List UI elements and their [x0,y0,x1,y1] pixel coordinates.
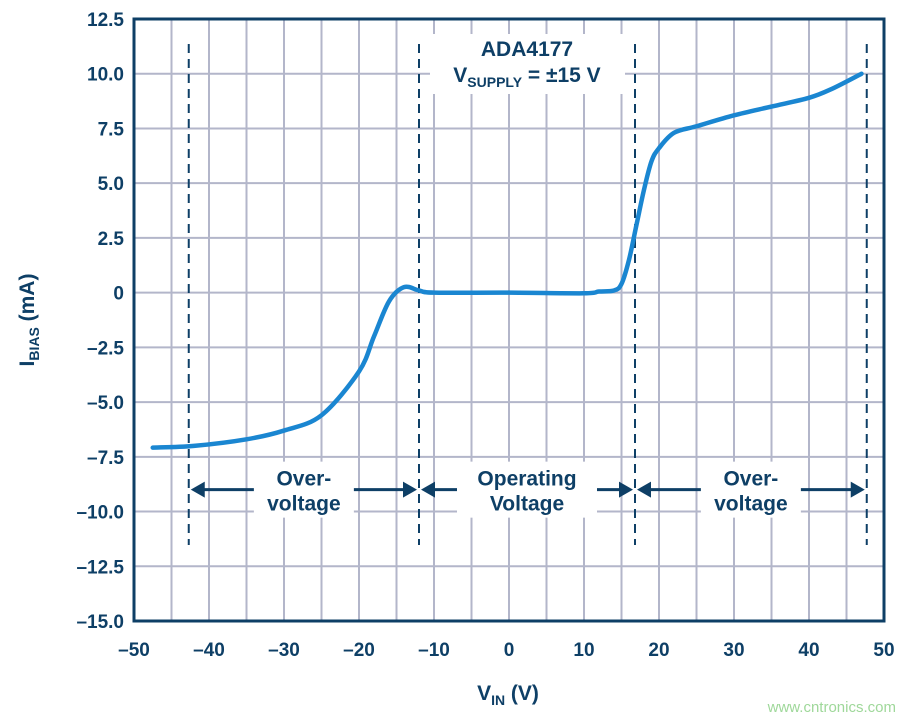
region-label: Over- [276,468,331,491]
region-label-bg [253,461,354,518]
x-tick-label: 20 [648,640,669,661]
x-tick-label: 50 [873,640,894,661]
y-tick-label: –2.5 [87,338,124,359]
arrowhead [637,481,651,498]
arrowhead [190,481,205,498]
grid [134,19,884,621]
tick-labels: –50 –40 –30 –20 –10 0 10 20 30 40 50 12.5 10.0 7.5 5.0… [76,10,894,661]
x-tick-label: 30 [723,640,744,661]
x-tick-label: 10 [573,640,594,661]
x-tick-label: –10 [418,640,450,661]
arrowhead [421,481,435,498]
plot-frame [132,17,886,623]
y-tick-label: 2.5 [98,229,125,250]
chart-subtitle: VSUPPLY = ±15 V [453,64,600,90]
region-label: Operating [477,468,576,491]
y-tick-label: 7.5 [98,119,125,140]
x-tick-label: –50 [118,640,150,661]
x-axis-label: VIN (V) [477,682,539,708]
arrowhead [850,481,865,498]
y-tick-label: 10.0 [87,65,124,86]
x-tick-label: 40 [798,640,819,661]
y-tick-label: –7.5 [87,448,124,469]
arrowhead [619,481,633,498]
y-tick-label: 5.0 [98,174,124,195]
y-axis-label: IBIAS (mA) [16,274,42,367]
region-label-bg [700,461,801,518]
watermark: www.cntronics.com [767,699,896,716]
region-label: Voltage [490,493,564,516]
region-label: Over- [723,468,778,491]
y-tick-label: 12.5 [87,10,124,31]
x-tick-label: –30 [268,640,300,661]
x-tick-label: –40 [193,640,225,661]
region-label: voltage [714,493,788,516]
x-tick-label: 0 [504,640,515,661]
title-annotation: ADA4177 VSUPPLY = ±15 V [430,34,625,94]
arrowhead [403,481,417,498]
region-boundaries [187,44,868,545]
chart-title: ADA4177 [481,38,573,61]
region-label-bg [457,461,597,518]
y-tick-label: –10.0 [76,503,124,524]
y-tick-label: –5.0 [87,393,124,414]
y-tick-label: 0 [113,284,124,305]
x-tick-label: –20 [343,640,375,661]
region-label: voltage [267,493,341,516]
y-tick-label: –12.5 [76,557,124,578]
bias-current-curve [150,71,864,450]
y-tick-label: –15.0 [76,612,124,633]
